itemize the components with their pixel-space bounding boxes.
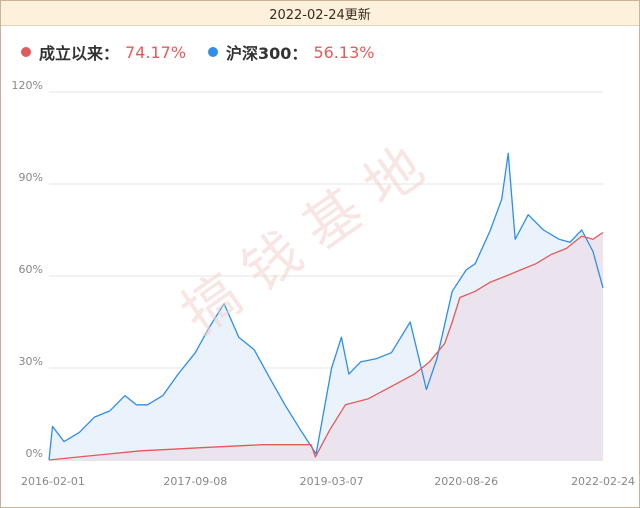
- watermark-text: 搞钱基地: [171, 124, 451, 347]
- legend-name-index: 沪深300：: [226, 44, 308, 63]
- y-tick-label: 120%: [12, 79, 43, 92]
- legend-value-fund: 74.17%: [125, 42, 187, 62]
- series-lines: [48, 152, 604, 461]
- x-tick-label: 2017-09-08: [163, 475, 227, 488]
- series-line-index: [48, 152, 604, 461]
- legend-name-fund: 成立以来：: [39, 44, 120, 63]
- x-tick-label: 2022-02-24: [571, 475, 635, 488]
- x-axis-ticks: 2016-02-01 2017-09-08 2019-03-07 2020-08-26…: [21, 475, 635, 488]
- legend-dot-fund: [21, 47, 31, 57]
- y-axis-ticks: 0% 30% 60% 90% 120%: [12, 79, 43, 460]
- x-tick-label: 2019-03-07: [300, 475, 364, 488]
- update-date-bar: 2022-02-24更新: [1, 1, 639, 26]
- y-tick-label: 0%: [26, 447, 43, 460]
- legend-dot-index: [208, 47, 219, 57]
- legend-item-index[interactable]: 沪深300： 56.13%: [208, 40, 374, 64]
- legend-value-index: 56.13%: [313, 42, 375, 62]
- update-date-label: 2022-02-24更新: [269, 7, 371, 23]
- y-tick-label: 30%: [19, 355, 43, 368]
- y-tick-label: 60%: [19, 263, 43, 276]
- x-tick-label: 2016-02-01: [21, 475, 85, 488]
- legend: 成立以来： 74.17% 沪深300： 56.13%: [21, 41, 396, 63]
- series-area-fund: [49, 232, 603, 460]
- legend-item-fund[interactable]: 成立以来： 74.17%: [21, 40, 186, 64]
- series-areas: [49, 153, 603, 461]
- y-tick-label: 90%: [19, 171, 43, 184]
- series-line-fund: [48, 231, 604, 461]
- x-tick-label: 2020-08-26: [434, 475, 498, 488]
